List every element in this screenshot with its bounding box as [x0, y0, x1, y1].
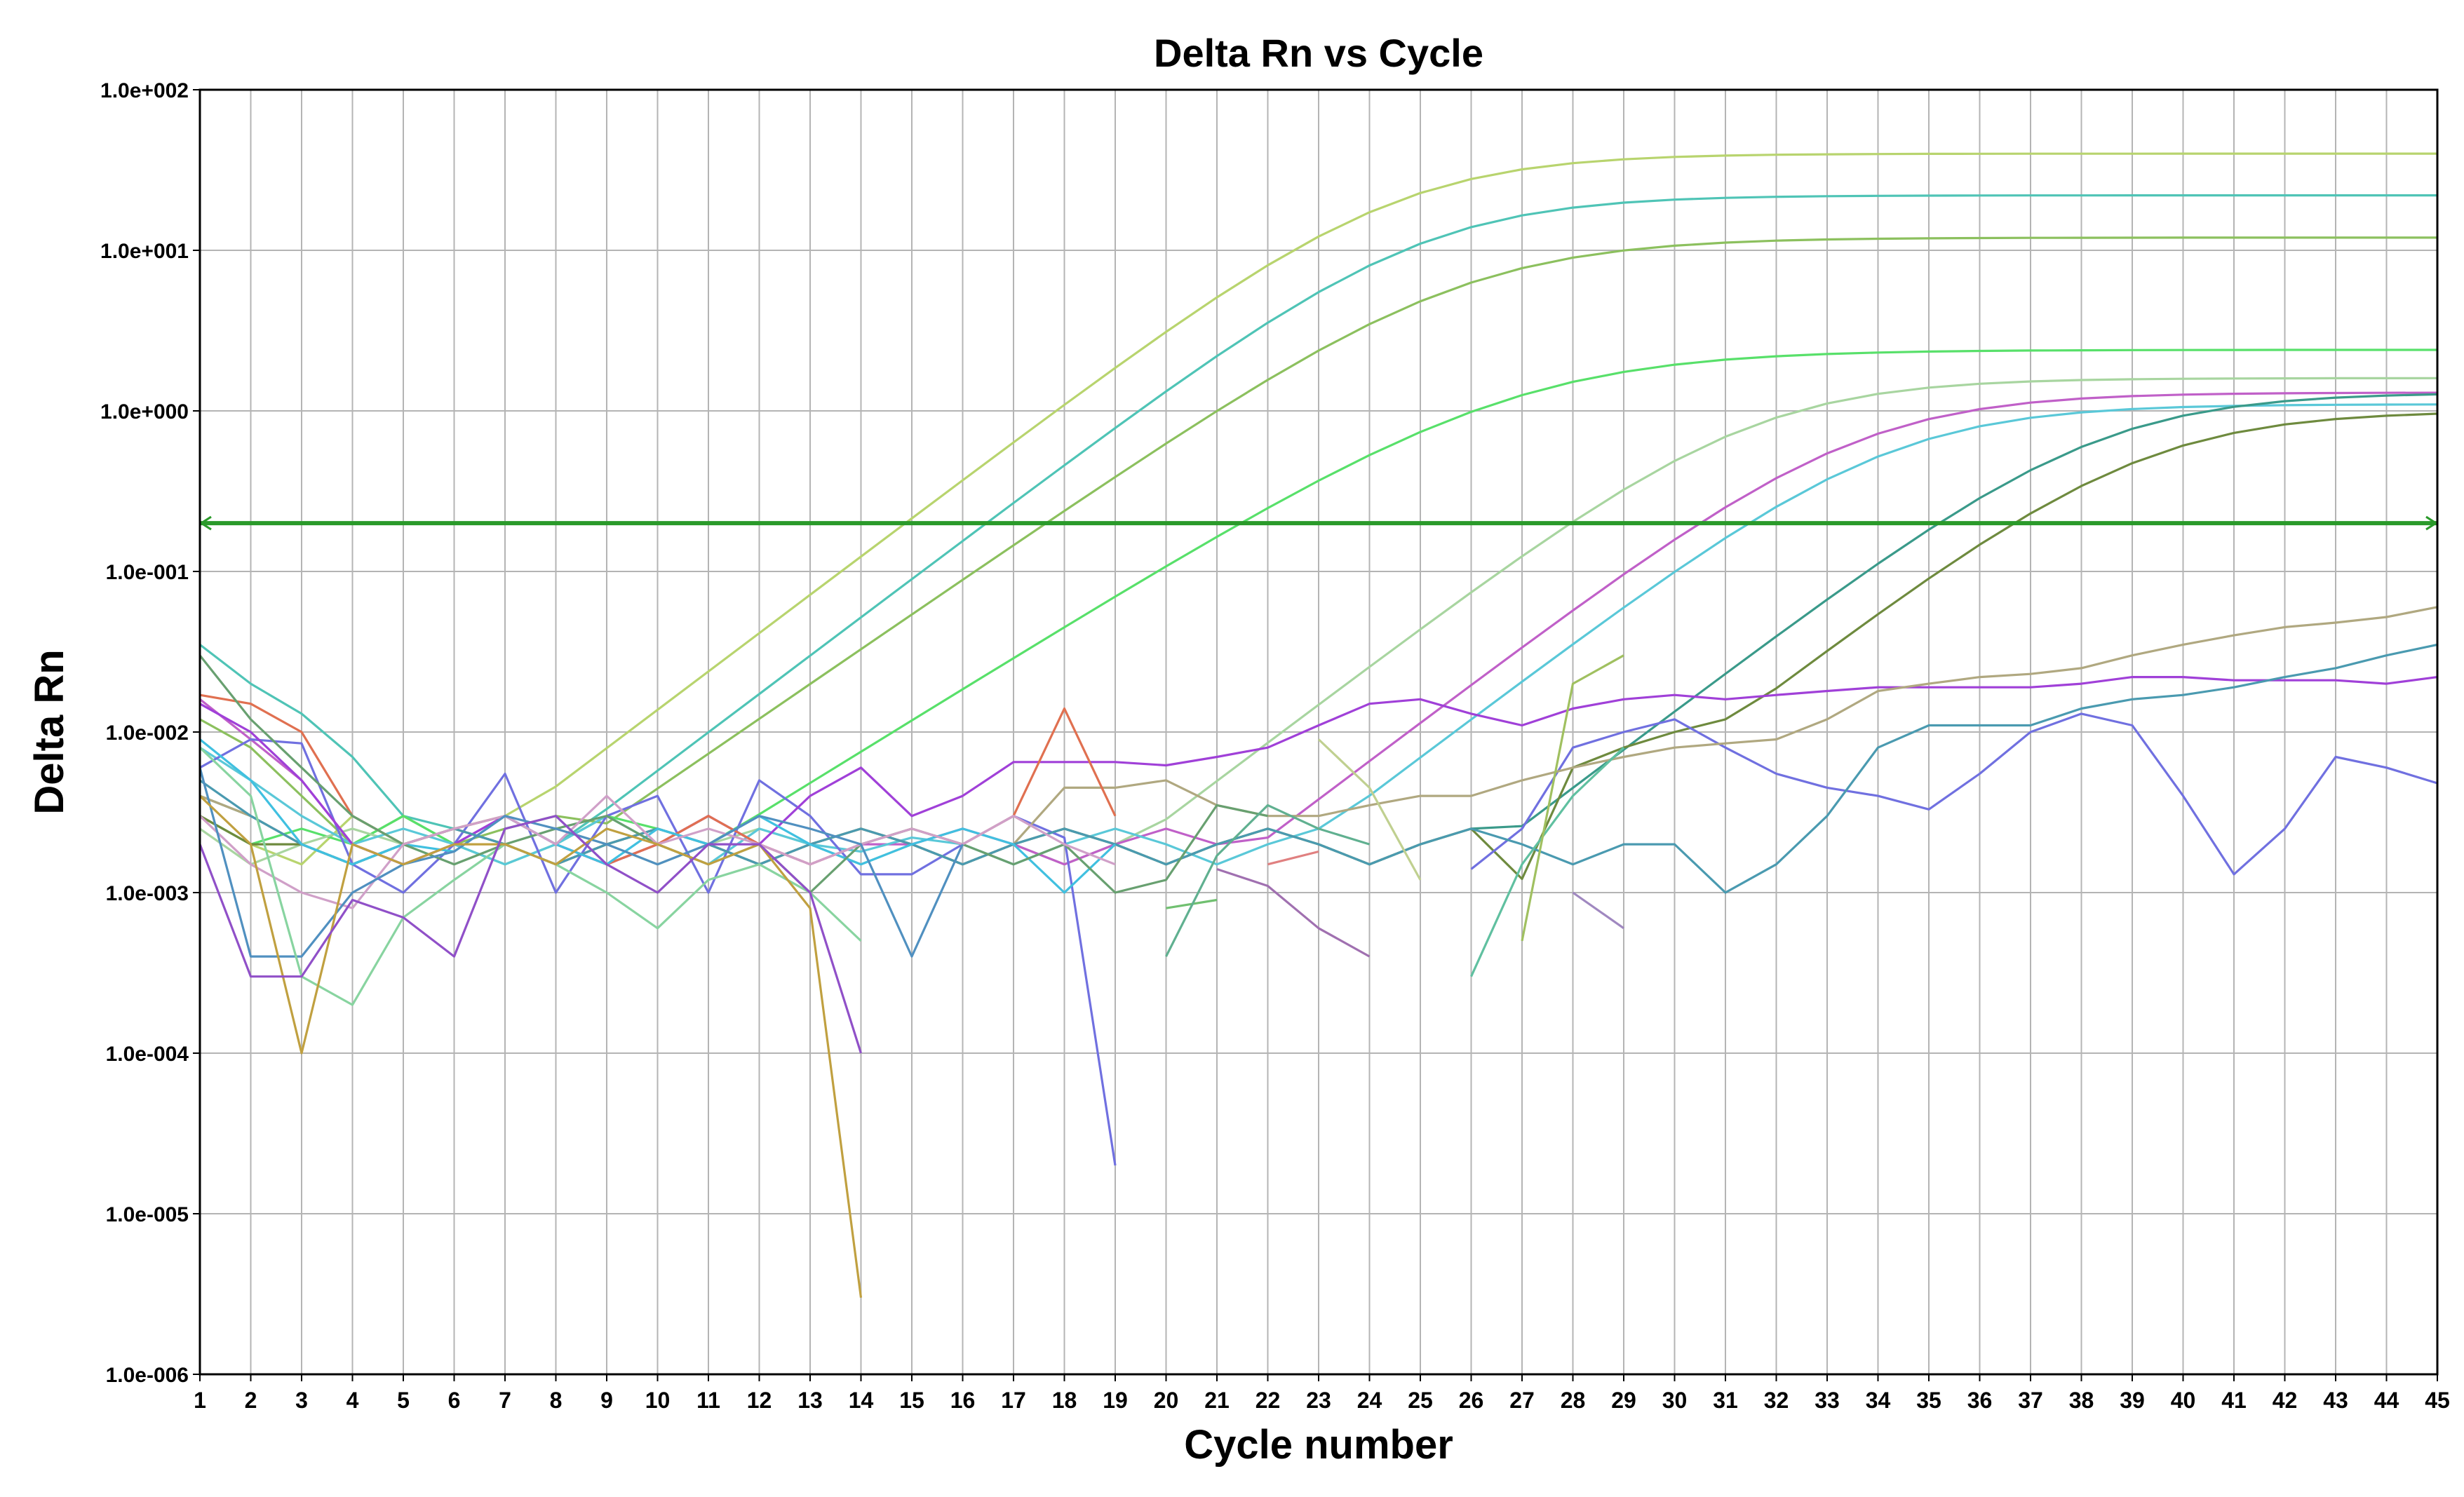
x-tick-label: 24 — [1357, 1388, 1382, 1413]
series-line-15 — [198, 738, 1117, 894]
x-tick-label: 4 — [346, 1388, 359, 1413]
x-tick-label: 45 — [2425, 1388, 2450, 1413]
series-line-24 — [1216, 867, 1371, 958]
x-tick-label: 21 — [1204, 1388, 1230, 1413]
series-line-23 — [1267, 850, 1319, 866]
x-tick-label: 43 — [2323, 1388, 2348, 1413]
x-tick-label: 6 — [448, 1388, 461, 1413]
y-tick-label: 1.0e-006 — [106, 1364, 189, 1387]
grid-layer — [199, 89, 2438, 1375]
y-tick-label: 1.0e+002 — [100, 79, 189, 102]
x-tick-label: 5 — [397, 1388, 410, 1413]
x-tick-label: 30 — [1662, 1388, 1688, 1413]
x-tick-label: 8 — [550, 1388, 563, 1413]
x-tick-label: 12 — [747, 1388, 772, 1413]
x-tick-label: 40 — [2171, 1388, 2196, 1413]
x-tick-label: 35 — [1916, 1388, 1941, 1413]
x-tick-label: 41 — [2221, 1388, 2247, 1413]
y-tick-label: 1.0e-002 — [106, 722, 189, 745]
y-tick-label: 1.0e+000 — [100, 400, 189, 424]
x-tick-label: 44 — [2374, 1388, 2399, 1413]
threshold-left-arrow — [201, 515, 212, 531]
threshold-right-arrow — [2425, 515, 2437, 531]
x-tick-label: 42 — [2273, 1388, 2298, 1413]
x-tick-label: 23 — [1306, 1388, 1331, 1413]
x-tick-label: 2 — [245, 1388, 257, 1413]
x-tick-label: 9 — [600, 1388, 613, 1413]
series-line-18 — [198, 767, 964, 958]
x-tick-label: 22 — [1255, 1388, 1281, 1413]
x-tick-label: 15 — [899, 1388, 924, 1413]
x-tick-label: 34 — [1866, 1388, 1891, 1413]
x-tick-label: 37 — [2018, 1388, 2043, 1413]
y-tick-label: 1.0e-005 — [106, 1203, 189, 1226]
series-line-21 — [198, 815, 863, 1054]
series-layer — [198, 152, 2438, 1298]
x-tick-label: 14 — [849, 1388, 874, 1413]
x-tick-label: 19 — [1103, 1388, 1128, 1413]
series-line-27 — [1572, 891, 1624, 930]
x-tick-label: 17 — [1001, 1388, 1026, 1413]
chart-title: Delta Rn vs Cycle — [1154, 31, 1483, 75]
x-tick-label: 32 — [1764, 1388, 1789, 1413]
x-tick-label: 18 — [1052, 1388, 1077, 1413]
x-tick-label: 20 — [1154, 1388, 1179, 1413]
x-tick-label: 11 — [696, 1388, 720, 1413]
x-tick-label: 29 — [1611, 1388, 1636, 1413]
x-tick-label: 31 — [1713, 1388, 1738, 1413]
tick-layer: 1 2 3 4 5 6 7 8 9 10 11 12 13 14 15 16 17 18 19 20 21 22 23 24 2… — [100, 79, 2450, 1413]
x-tick-label: 7 — [499, 1388, 511, 1413]
x-tick-label: 27 — [1509, 1388, 1535, 1413]
threshold-layer — [200, 515, 2437, 531]
x-tick-label: 13 — [797, 1388, 823, 1413]
x-axis-label: Cycle number — [1184, 1422, 1453, 1468]
x-tick-label: 25 — [1408, 1388, 1433, 1413]
y-tick-label: 1.0e-001 — [106, 561, 189, 584]
x-tick-label: 26 — [1459, 1388, 1484, 1413]
series-line-28 — [1470, 747, 1625, 977]
series-line-20 — [198, 794, 863, 1298]
x-tick-label: 33 — [1815, 1388, 1840, 1413]
x-tick-label: 36 — [1967, 1388, 1993, 1413]
series-line-3 — [199, 236, 2437, 846]
x-tick-label: 1 — [194, 1388, 206, 1413]
x-tick-label: 16 — [950, 1388, 976, 1413]
series-line-29 — [1521, 654, 1624, 942]
y-tick-label: 1.0e-003 — [106, 882, 189, 905]
x-tick-label: 28 — [1561, 1388, 1586, 1413]
y-axis-label: Delta Rn — [27, 649, 72, 814]
series-line-26 — [1317, 738, 1422, 881]
y-tick-label: 1.0e-004 — [106, 1043, 189, 1066]
series-line-1 — [199, 152, 2437, 866]
x-tick-label: 3 — [295, 1388, 308, 1413]
y-tick-label: 1.0e+001 — [100, 240, 189, 263]
x-tick-label: 38 — [2069, 1388, 2094, 1413]
x-tick-label: 39 — [2120, 1388, 2145, 1413]
x-tick-label: 10 — [645, 1388, 671, 1413]
series-line-25 — [1165, 804, 1370, 957]
series-line-13 — [199, 643, 2438, 894]
